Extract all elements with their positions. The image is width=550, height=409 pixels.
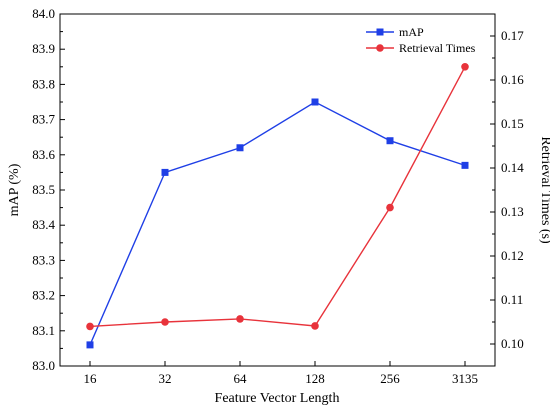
y2-tick-label: 0.12 bbox=[501, 248, 524, 263]
plot-frame bbox=[59, 13, 496, 367]
x-tick-label: 3135 bbox=[452, 371, 478, 386]
y-tick-label: 83.6 bbox=[32, 147, 55, 162]
y2-tick-label: 0.14 bbox=[501, 160, 524, 175]
retrieval-times-point bbox=[236, 315, 244, 323]
y-tick-label: 84.0 bbox=[32, 6, 55, 21]
x-tick-label: 64 bbox=[234, 371, 248, 386]
retrieval-times-point bbox=[311, 322, 319, 330]
y2-tick-label: 0.11 bbox=[501, 292, 523, 307]
x-tick-label: 16 bbox=[84, 371, 98, 386]
y2-tick-label: 0.13 bbox=[501, 204, 524, 219]
y2-tick-label: 0.16 bbox=[501, 72, 524, 87]
x-tick-label: 32 bbox=[159, 371, 172, 386]
retrieval-times-point bbox=[161, 318, 169, 326]
y-axis-label: mAP (%) bbox=[7, 163, 22, 216]
y-tick-label: 83.2 bbox=[32, 288, 55, 303]
map-point bbox=[311, 98, 319, 106]
map-point bbox=[236, 144, 244, 152]
y-tick-label: 83.1 bbox=[32, 323, 55, 338]
x-tick-label: 256 bbox=[380, 371, 400, 386]
legend-map-label: mAP bbox=[399, 25, 424, 39]
y-tick-label: 83.3 bbox=[32, 252, 55, 267]
y-tick-label: 83.5 bbox=[32, 182, 55, 197]
map-point bbox=[461, 161, 469, 169]
map-point bbox=[86, 341, 94, 349]
map-point bbox=[161, 168, 169, 176]
x-axis-label: Feature Vector Length bbox=[215, 391, 340, 406]
legend-retrieval-times-label: Retrieval Times bbox=[399, 41, 476, 55]
retrieval-times-line bbox=[89, 66, 466, 328]
y2-tick-label: 0.10 bbox=[501, 336, 524, 351]
legend-map-marker bbox=[376, 28, 384, 36]
map-point bbox=[386, 137, 394, 145]
x-tick-label: 128 bbox=[305, 371, 325, 386]
legend-retrieval-times-marker bbox=[376, 44, 384, 52]
retrieval-times-point bbox=[461, 63, 469, 71]
y-tick-label: 83.4 bbox=[32, 217, 55, 232]
y-tick-label: 83.8 bbox=[32, 76, 55, 91]
map-line bbox=[89, 101, 466, 346]
retrieval-times-point bbox=[86, 322, 94, 331]
y2-axis-label: Retrieval Times (s) bbox=[538, 136, 550, 244]
y-tick-label: 83.9 bbox=[32, 41, 55, 56]
y-tick-label: 83.7 bbox=[32, 112, 55, 127]
y-tick-label: 83.0 bbox=[32, 358, 55, 373]
y2-tick-label: 0.15 bbox=[501, 116, 524, 131]
retrieval-times-point bbox=[386, 203, 394, 212]
y2-tick-label: 0.17 bbox=[501, 28, 524, 43]
